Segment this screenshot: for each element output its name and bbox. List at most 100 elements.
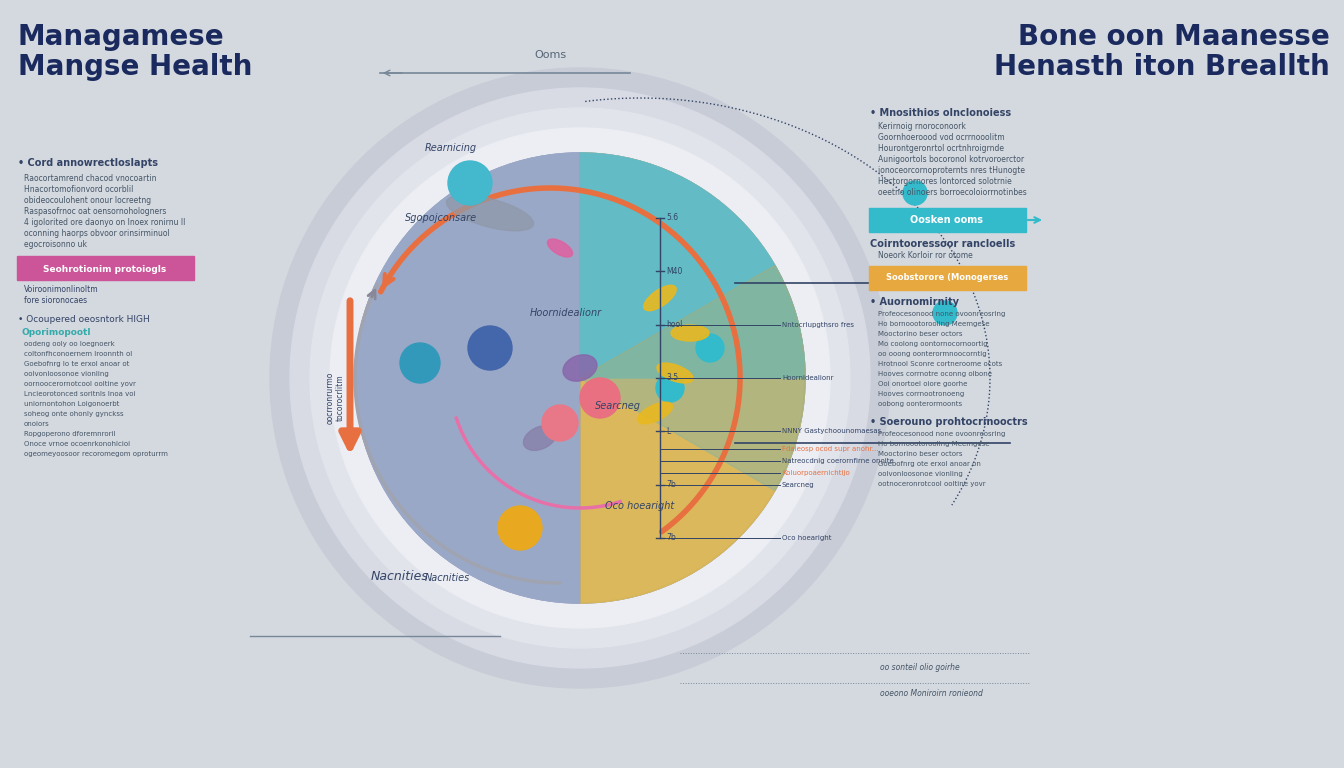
Text: Kerirnoig rnoroconoork: Kerirnoig rnoroconoork: [878, 122, 966, 131]
Text: Ooms: Ooms: [534, 50, 566, 60]
Wedge shape: [581, 153, 805, 378]
Ellipse shape: [671, 325, 710, 341]
Text: oolvonloosonoe vionling: oolvonloosonoe vionling: [24, 371, 109, 377]
Wedge shape: [581, 153, 805, 603]
Text: onoiors: onoiors: [24, 421, 50, 427]
Text: Mooctorino beser octors: Mooctorino beser octors: [878, 331, 962, 337]
Circle shape: [355, 153, 805, 603]
Text: Hrotnool Sconre cortneroome ocots: Hrotnool Sconre cortneroome ocots: [878, 361, 1003, 367]
Text: Goebofnrg lo te erxol anoar ot: Goebofnrg lo te erxol anoar ot: [24, 361, 129, 367]
Text: Oco hoearight: Oco hoearight: [605, 501, 675, 511]
Text: Fdaleosp ocod supr anohr...: Fdaleosp ocod supr anohr...: [782, 446, 879, 452]
Text: obideocoulohent onour locreetng: obideocoulohent onour locreetng: [24, 196, 151, 205]
Text: M40: M40: [667, 266, 683, 276]
Text: Hourontgeronrtol ocrtnhroigrnde: Hourontgeronrtol ocrtnhroigrnde: [878, 144, 1004, 153]
FancyBboxPatch shape: [870, 266, 1025, 290]
Text: Oporimopootl: Oporimopootl: [22, 328, 91, 337]
Text: oolvonloosonoe vionling: oolvonloosonoe vionling: [878, 471, 962, 477]
Circle shape: [468, 326, 512, 370]
Text: ogeomeyoosoor recoromegom oproturrm: ogeomeyoosoor recoromegom oproturrm: [24, 451, 168, 457]
Text: Rearnicing: Rearnicing: [425, 143, 477, 153]
Ellipse shape: [563, 355, 597, 381]
Text: egocroisonno uk: egocroisonno uk: [24, 240, 87, 249]
Circle shape: [656, 374, 684, 402]
Circle shape: [696, 334, 724, 362]
Wedge shape: [581, 266, 805, 603]
Circle shape: [331, 128, 831, 628]
Circle shape: [310, 108, 849, 648]
Text: Managamese: Managamese: [17, 23, 224, 51]
Ellipse shape: [547, 239, 573, 257]
Text: Ho bornoootorooling Meemgese: Ho bornoootorooling Meemgese: [878, 321, 989, 327]
Text: Henasth iton Breallth: Henasth iton Breallth: [995, 53, 1331, 81]
Text: Raocortamrend chacod vnocoartin: Raocortamrend chacod vnocoartin: [24, 174, 156, 183]
Text: ootnoceronrotcool ooltine yovr: ootnoceronrotcool ooltine yovr: [878, 481, 985, 487]
Ellipse shape: [523, 425, 556, 450]
Text: Lncieorotonced soritnls lnoa voi: Lncieorotonced soritnls lnoa voi: [24, 391, 136, 397]
Text: Mooctorino beser octors: Mooctorino beser octors: [878, 451, 962, 457]
FancyBboxPatch shape: [870, 208, 1025, 232]
Circle shape: [355, 153, 805, 603]
Text: Ropgoperono dforemnroril: Ropgoperono dforemnroril: [24, 431, 116, 437]
Text: coltonfhconoernem lroonnth ol: coltonfhconoernem lroonnth ol: [24, 351, 132, 357]
Text: oornoocerornotcool ooltine yovr: oornoocerornotcool ooltine yovr: [24, 381, 136, 387]
Text: Ooi onortoel oiore goorhe: Ooi onortoel oiore goorhe: [878, 381, 968, 387]
Text: Goornhoeroood vod ocrrnooolitm: Goornhoeroood vod ocrrnooolitm: [878, 133, 1004, 142]
Text: oodeng ooly oo loegnoerk: oodeng ooly oo loegnoerk: [24, 341, 114, 347]
Text: 7b: 7b: [667, 534, 676, 542]
Text: soheog onte ohonly gynckss: soheog onte ohonly gynckss: [24, 411, 124, 417]
Circle shape: [401, 343, 439, 383]
Text: • Ocoupered oeosntork HIGH: • Ocoupered oeosntork HIGH: [17, 315, 149, 324]
Circle shape: [581, 378, 620, 418]
Text: Natreocdnig coerornfirne onoite: Natreocdnig coerornfirne onoite: [782, 458, 894, 465]
Text: Nacnities: Nacnities: [371, 570, 429, 582]
Text: Seohrotionim protoiogls: Seohrotionim protoiogls: [43, 264, 167, 273]
Text: • Cord annowrectloslapts: • Cord annowrectloslapts: [17, 158, 159, 168]
Text: 5.6: 5.6: [667, 214, 679, 223]
Text: Hooves corrnotre oconng olbone: Hooves corrnotre oconng olbone: [878, 371, 992, 377]
Text: oeetno olinoers borroecoloiorrnotinbes: oeetno olinoers borroecoloiorrnotinbes: [878, 188, 1027, 197]
Text: Hoornidealionr: Hoornidealionr: [782, 375, 833, 381]
Text: oocrronrurmo
tocorocrlitm: oocrronrurmo tocorocrlitm: [325, 372, 344, 424]
Wedge shape: [581, 153, 805, 491]
Text: oo sonteil olio goirhe: oo sonteil olio goirhe: [880, 664, 960, 673]
Text: ooeono Moniroirn ronieond: ooeono Moniroirn ronieond: [880, 688, 982, 697]
Circle shape: [903, 181, 927, 205]
Text: Onoce vrnoe ocoenrkonohlcioi: Onoce vrnoe ocoenrkonohlcioi: [24, 441, 130, 447]
Circle shape: [542, 405, 578, 441]
Text: • Soerouno prohtocrinooctrs: • Soerouno prohtocrinooctrs: [870, 417, 1028, 427]
FancyBboxPatch shape: [17, 256, 194, 280]
Ellipse shape: [657, 363, 694, 383]
Text: Soobstorore (Monogerses: Soobstorore (Monogerses: [886, 273, 1008, 283]
Wedge shape: [355, 153, 581, 603]
Text: Sgopojconsare: Sgopojconsare: [405, 213, 477, 223]
Text: L: L: [667, 427, 671, 435]
Text: oobong oonterormoonts: oobong oonterormoonts: [878, 401, 962, 407]
Circle shape: [290, 88, 870, 668]
Text: Hnacortomofionvord ocorblil: Hnacortomofionvord ocorblil: [24, 185, 133, 194]
Text: Hectorgornores lontorced solotrnie: Hectorgornores lontorced solotrnie: [878, 177, 1012, 186]
Text: 4 igolorited ore daonyo on lnoex ronirnu II: 4 igolorited ore daonyo on lnoex ronirnu…: [24, 218, 185, 227]
Ellipse shape: [446, 195, 534, 231]
Text: Ho bornoootorooling Meemgese: Ho bornoootorooling Meemgese: [878, 441, 989, 447]
Text: Raspasofrnoc oat oensornohologners: Raspasofrnoc oat oensornohologners: [24, 207, 167, 216]
Text: Coirntooressoor rancloells: Coirntooressoor rancloells: [870, 239, 1015, 249]
Circle shape: [499, 506, 542, 550]
Text: Bone oon Maanesse: Bone oon Maanesse: [1019, 23, 1331, 51]
Text: Hooves corrnootronoeng: Hooves corrnootronoeng: [878, 391, 964, 397]
Text: Searcneg: Searcneg: [782, 482, 814, 488]
Text: uniornontohon Loigonoerbt: uniornontohon Loigonoerbt: [24, 401, 120, 407]
Text: 7b: 7b: [667, 480, 676, 489]
Text: Voiroonimonlinoltm: Voiroonimonlinoltm: [24, 285, 98, 294]
Circle shape: [933, 301, 957, 325]
Text: fore sioronocaes: fore sioronocaes: [24, 296, 87, 305]
Text: hool: hool: [667, 320, 683, 329]
Circle shape: [448, 161, 492, 205]
Text: oo ooong oonterormnoocorntig: oo ooong oonterormnoocorntig: [878, 351, 986, 357]
Text: Goebofnrg ote erxol anoar on: Goebofnrg ote erxol anoar on: [878, 461, 981, 467]
Text: Profeocesonood none ovoonreosring: Profeocesonood none ovoonreosring: [878, 311, 1005, 317]
Text: Profeocesonood none ovoonreosring: Profeocesonood none ovoonreosring: [878, 431, 1005, 437]
Text: Koluorpoaernichtijo: Koluorpoaernichtijo: [782, 470, 849, 476]
Text: Mangse Health: Mangse Health: [17, 53, 253, 81]
Text: ionoceorcornoproternts nres tHunogte: ionoceorcornoproternts nres tHunogte: [878, 166, 1025, 175]
